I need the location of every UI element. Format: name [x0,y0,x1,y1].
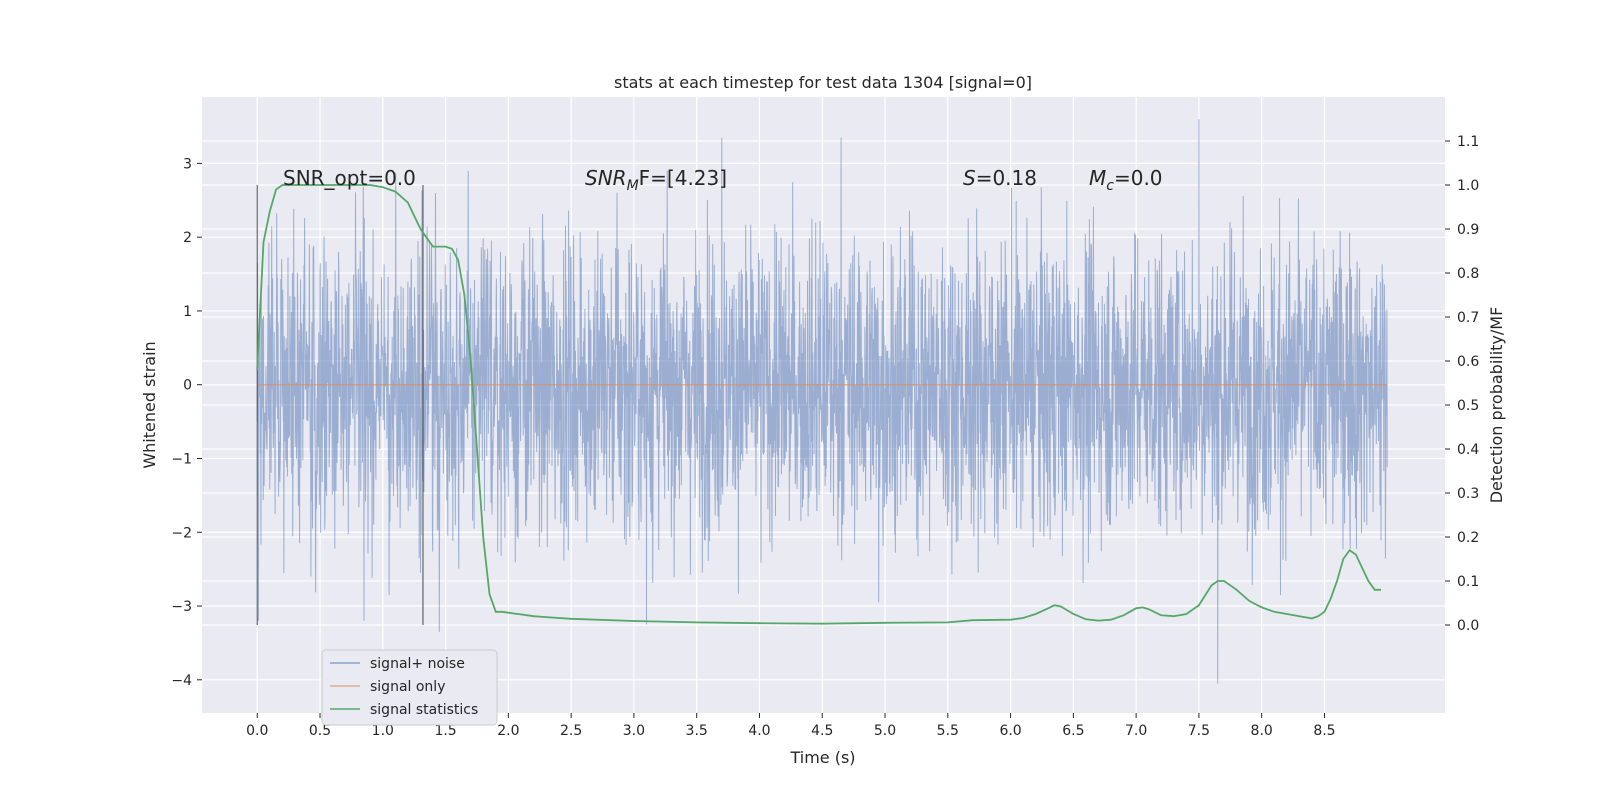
chart-title: stats at each timestep for test data 130… [614,73,1032,92]
legend-label-signal-noise: signal+ noise [370,656,465,672]
annotation-mc-rest: =0.0 [1114,166,1163,190]
y-tick-label-2: 1 [183,304,192,320]
annotation-snr-mf-base: SNR [585,166,627,190]
x-tick-label-9: 4.5 [811,723,833,739]
y2-ticks: 1.1 1.0 0.9 0.8 0.7 0.6 0.5 0.4 0.3 0.2 0.1 0.0 [1445,134,1479,634]
annotation-snr-mf: SNRMF=[4.23] [585,166,727,194]
y2-tick-label-1: 1.0 [1457,178,1479,194]
x-ticks: 0.0 0.5 1.0 1.5 2.0 2.5 3.0 3.5 4.0 4.5 5.0 5.5 6.0 6… [246,713,1336,739]
x-tick-label-7: 3.5 [686,723,708,739]
signal-statistics-line [256,184,1381,625]
annotation-mc-sub: c [1106,178,1114,194]
y2-tick-label-3: 0.8 [1457,266,1479,282]
legend-label-signal-only: signal only [370,679,445,695]
x-tick-label-1: 0.5 [309,723,331,739]
annotation-mc-base: M [1089,166,1106,190]
series-signal-noise [256,119,1388,684]
legend-box [321,649,498,726]
legend: signal+ noise signal only signal statist… [321,649,498,726]
y-tick-label-4: −1 [171,451,192,467]
y2-tick-label-5: 0.6 [1457,354,1479,370]
y2-tick-label-4: 0.7 [1457,310,1479,326]
y2-tick-label-8: 0.3 [1457,486,1479,502]
y2-tick-label-0: 1.1 [1457,134,1479,150]
x-axis-label: Time (s) [789,748,855,767]
y2-tick-label-2: 0.9 [1457,222,1479,238]
y-tick-label-3: 0 [183,378,192,394]
annotation-s-rest: =0.18 [976,166,1037,190]
annotation-s-base: S [963,166,976,190]
annotation-snr-mf-sub: M [627,178,639,194]
vertical-markers [256,185,424,625]
annotation-s: S=0.18 [963,166,1037,190]
x-tick-label-2: 1.0 [372,723,394,739]
x-tick-label-11: 5.5 [937,723,959,739]
y-ticks: 3 2 1 0 −1 −2 −3 −4 [171,156,202,689]
x-tick-label-10: 5.0 [874,723,896,739]
y2-tick-label-7: 0.4 [1457,442,1479,458]
annotation-snr-mf-rest: F=[4.23] [639,166,727,190]
x-tick-label-13: 6.5 [1062,723,1084,739]
y-axis-label: Whitened strain [140,341,159,468]
annotation-mc: Mc=0.0 [1089,166,1163,194]
y-tick-label-6: −3 [171,599,192,615]
x-tick-label-0: 0.0 [246,723,268,739]
x-tick-label-17: 8.5 [1313,723,1335,739]
x-tick-label-16: 8.0 [1251,723,1273,739]
x-tick-label-3: 1.5 [434,723,456,739]
y-tick-label-7: −4 [171,673,192,689]
signal-noise-line [256,119,1388,684]
y-tick-label-0: 3 [183,156,192,172]
legend-label-signal-statistics: signal statistics [370,702,478,718]
y2-axis-label: Detection probability/MF [1487,307,1506,504]
y2-tick-label-9: 0.2 [1457,530,1479,546]
x-tick-label-14: 7.0 [1125,723,1147,739]
y-tick-label-1: 2 [183,230,192,246]
y-tick-label-5: −2 [171,525,192,541]
x-tick-label-8: 4.0 [748,723,770,739]
annotation-snr-opt: SNR_opt=0.0 [283,166,416,190]
x-tick-label-4: 2.0 [497,723,519,739]
y2-tick-label-6: 0.5 [1457,398,1479,414]
y2-tick-label-10: 0.1 [1457,574,1479,590]
x-tick-label-5: 2.5 [560,723,582,739]
x-tick-label-12: 6.0 [999,723,1021,739]
x-tick-label-15: 7.5 [1188,723,1210,739]
x-tick-label-6: 3.0 [623,723,645,739]
series-signal-statistics [256,184,1381,625]
y2-tick-label-11: 0.0 [1457,618,1479,634]
